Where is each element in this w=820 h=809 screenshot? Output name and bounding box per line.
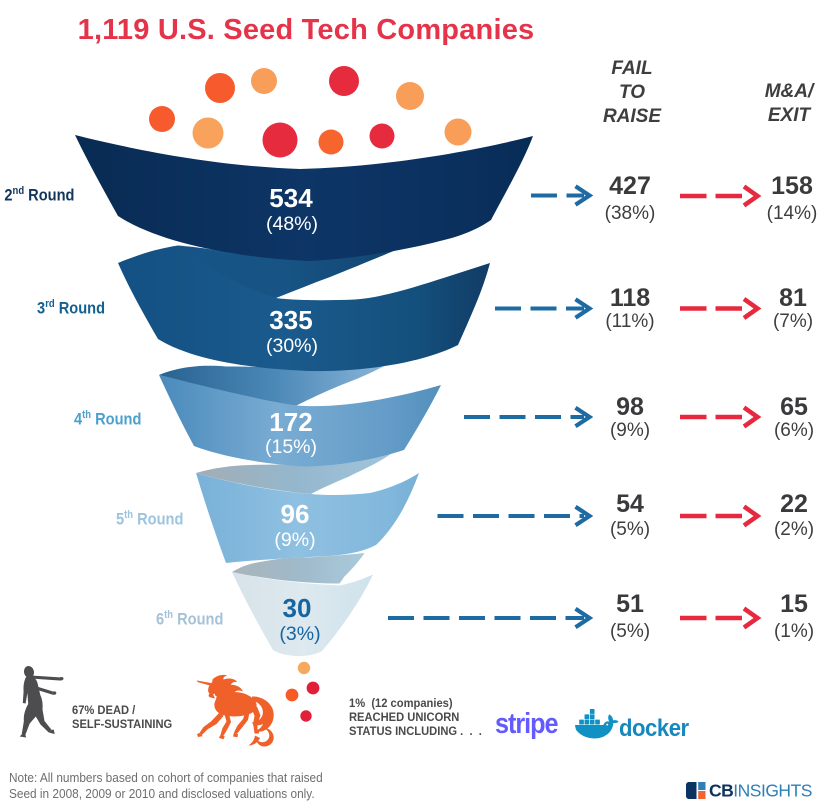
svg-text:CBINSIGHTS: CBINSIGHTS: [709, 781, 812, 801]
